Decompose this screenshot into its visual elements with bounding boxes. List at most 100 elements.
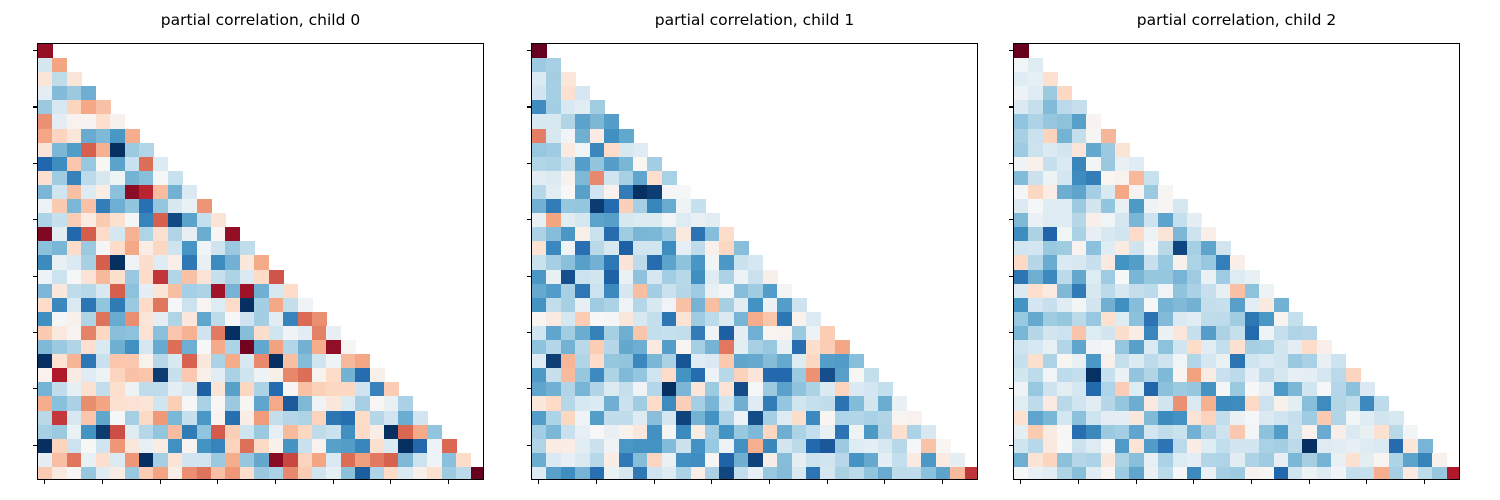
heatmap-cell [1331,396,1347,412]
heatmap-cell [690,325,706,341]
heatmap-cell [297,424,313,440]
heatmap-cell [892,410,908,426]
heatmap-cell [239,424,255,440]
heatmap-cell [791,410,807,426]
heatmap-cell [532,424,548,440]
heatmap-cell [1086,241,1102,257]
heatmap-cell [254,382,270,397]
heatmap-cell [1302,466,1318,479]
heatmap-cell [110,128,126,144]
heatmap-cell [1230,283,1246,299]
heatmap-cell [297,452,313,468]
heatmap-cell [124,283,140,299]
heatmap-cell [1244,410,1260,426]
heatmap-cell [412,410,428,426]
heatmap-cell [1215,269,1231,285]
heatmap-cell [719,283,735,299]
heatmap-cell [470,466,483,479]
heatmap-cell [575,114,591,130]
heatmap-cell [1042,438,1058,454]
heatmap-cell [618,142,634,158]
heatmap-cell [369,466,385,479]
heatmap-cell [283,466,299,479]
heatmap-cell [138,227,154,242]
heatmap-cell [225,297,241,313]
heatmap-cell [1042,396,1058,412]
heatmap-cell [762,368,778,383]
heatmap-cell [1028,227,1044,242]
heatmap-cell [661,325,677,341]
heatmap-cell [1071,466,1087,479]
heatmap-cell [38,86,54,101]
heatmap-cell [1014,396,1030,412]
heatmap-cell [182,452,198,468]
heatmap-cell [110,340,126,355]
heatmap-cell [1129,213,1145,228]
heatmap-cell [196,438,212,454]
heatmap-cell [1215,382,1231,397]
heatmap-cell [1302,325,1318,341]
heatmap-cell [791,396,807,412]
heatmap-cell [647,184,663,200]
heatmap-cell [589,184,605,200]
heatmap-cell [81,170,97,186]
heatmap-cell [1172,283,1188,299]
heatmap-cell [1158,466,1174,479]
heatmap-cell [153,438,169,454]
heatmap-cell [647,241,663,257]
heatmap-cell [1071,114,1087,130]
heatmap-cell [1042,86,1058,101]
heatmap-cell [1014,72,1030,87]
heatmap-cell [1100,241,1116,257]
heatmap-cell [618,325,634,341]
heatmap-cell [297,325,313,341]
heatmap-cell [604,255,620,271]
heatmap-cell [748,438,764,454]
heatmap-cell [690,424,706,440]
heatmap-cell [618,227,634,242]
heatmap-cell [326,368,342,383]
heatmap-cell [1316,396,1332,412]
heatmap-cell [225,311,241,327]
heatmap-cell [532,58,548,73]
heatmap-cell [254,255,270,271]
heatmap-cell [849,452,865,468]
heatmap-cell [1172,241,1188,257]
heatmap-cell [632,269,648,285]
heatmap-cell [1057,199,1073,214]
heatmap-cell [124,368,140,383]
heatmap-cell [1114,311,1130,327]
heatmap-cell [1129,156,1145,172]
heatmap-cell [254,438,270,454]
heatmap-cell [1331,368,1347,383]
heatmap-cell [589,396,605,412]
heatmap-cell [211,466,227,479]
heatmap-cell [1230,382,1246,397]
heatmap-cell [182,255,198,271]
heatmap-cell [560,199,576,214]
heatmap-cell [1057,354,1073,369]
heatmap-cell [239,452,255,468]
heatmap-cell [1028,396,1044,412]
heatmap-cell [138,199,154,214]
heatmap-cell [95,340,111,355]
heatmap-cell [1129,241,1145,257]
heatmap-cell [297,340,313,355]
heatmap-cell [182,410,198,426]
heatmap-cell [38,44,54,59]
heatmap-cell [1129,269,1145,285]
heatmap-cell [647,410,663,426]
heatmap-cell [1028,269,1044,285]
y-axis-tick-3 [1009,219,1013,221]
heatmap-cell [1042,170,1058,186]
heatmap-cell [211,340,227,355]
heatmap-cell [1215,340,1231,355]
heatmap-cell [225,325,241,341]
heatmap-cell [878,410,894,426]
heatmap-cell [225,269,241,285]
heatmap-cell [1172,311,1188,327]
heatmap-cell [1158,311,1174,327]
heatmap-cell [950,452,966,468]
heatmap-cell [81,100,97,116]
heatmap-cell [398,466,414,479]
